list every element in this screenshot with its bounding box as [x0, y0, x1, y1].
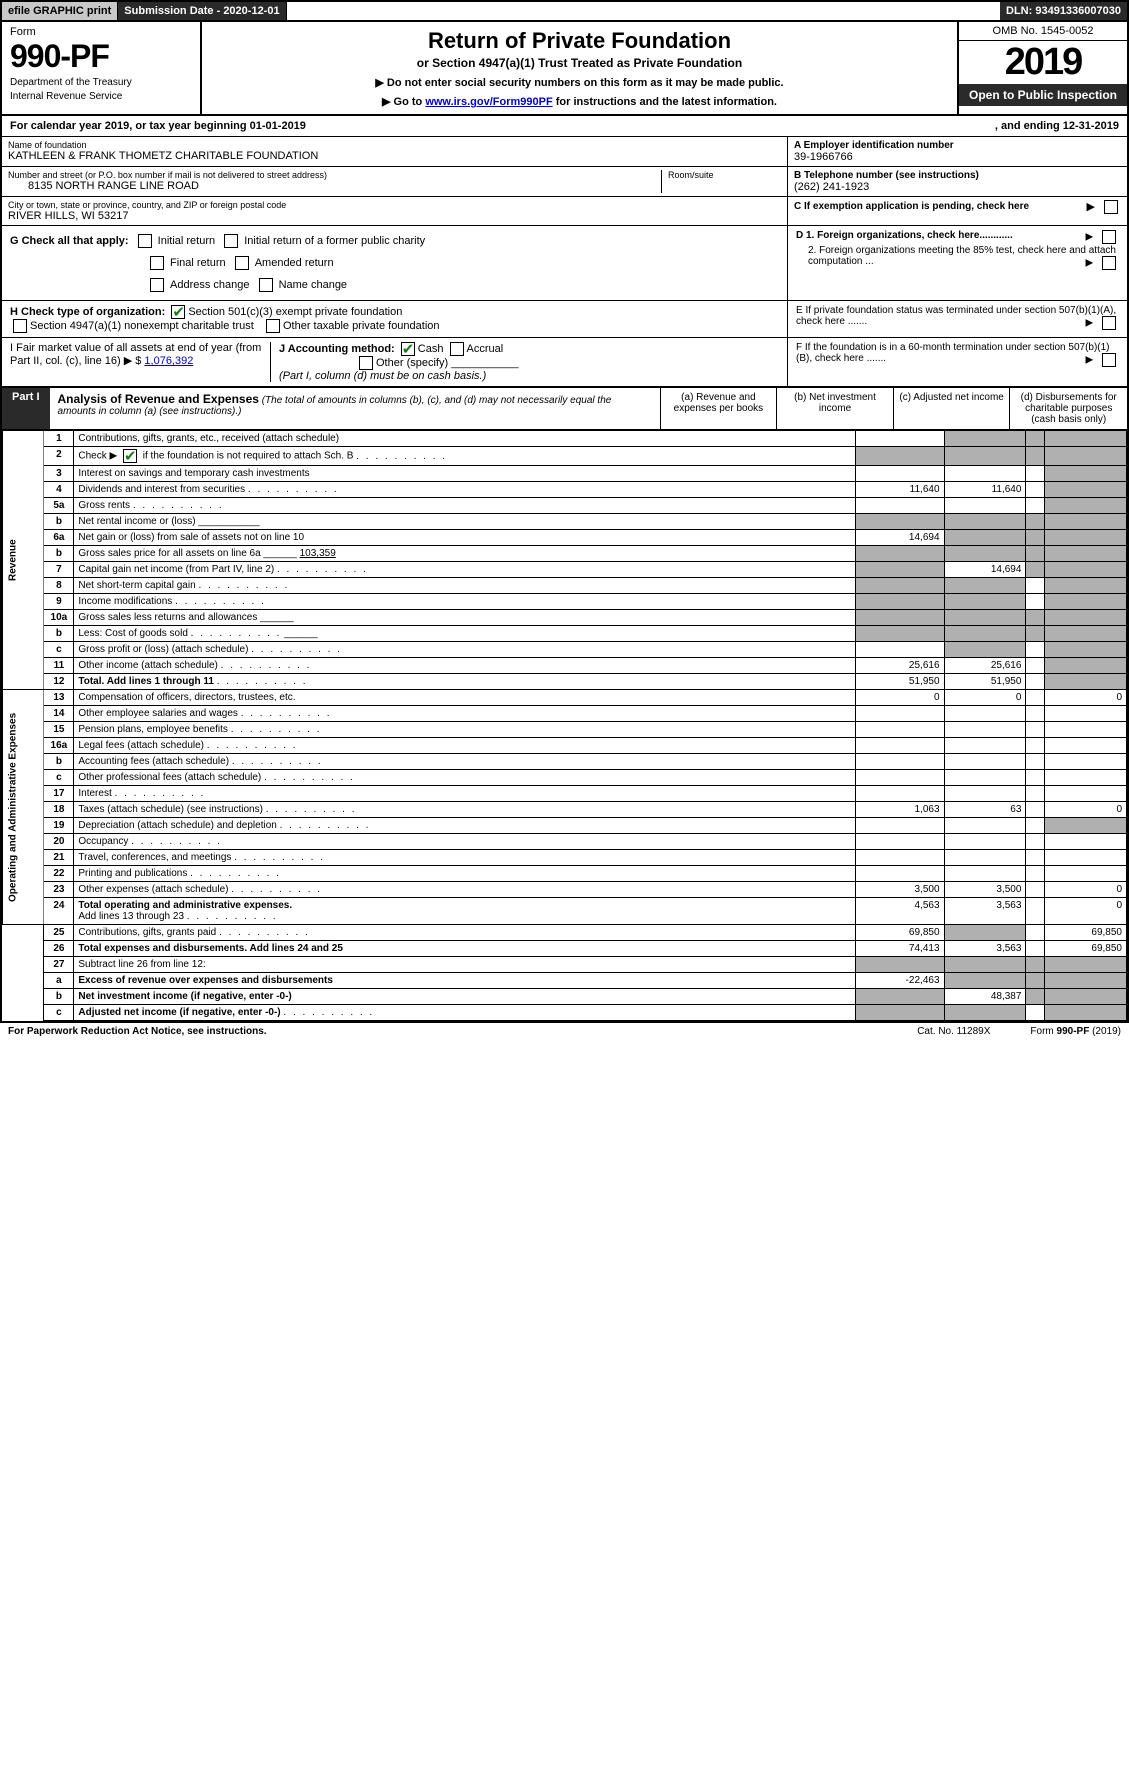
instruction-1: ▶ Do not enter social security numbers o…: [212, 76, 947, 89]
fmv-value[interactable]: 1,076,392: [144, 355, 193, 367]
calendar-year-row: For calendar year 2019, or tax year begi…: [2, 116, 1127, 137]
schb-checkbox[interactable]: [123, 449, 137, 463]
instruction-2: ▶ Go to www.irs.gov/Form990PF for instru…: [212, 95, 947, 108]
part1-title: Analysis of Revenue and Expenses: [58, 392, 259, 406]
dept-treasury: Department of the Treasury: [10, 77, 192, 89]
name-label: Name of foundation: [8, 140, 781, 150]
d1-label: D 1. Foreign organizations, check here..…: [796, 230, 1013, 241]
accrual-checkbox[interactable]: [450, 342, 464, 356]
cash-basis-note: (Part I, column (d) must be on cash basi…: [279, 370, 486, 382]
paperwork-notice: For Paperwork Reduction Act Notice, see …: [8, 1026, 267, 1037]
part1-table: Revenue 1Contributions, gifts, grants, e…: [2, 430, 1127, 1021]
cash-checkbox[interactable]: [401, 342, 415, 356]
city-value: RIVER HILLS, WI 53217: [8, 210, 781, 222]
expenses-label: Operating and Administrative Expenses: [3, 690, 44, 925]
address-change-checkbox[interactable]: [150, 278, 164, 292]
ein-value: 39-1966766: [794, 151, 1121, 163]
irs-label: Internal Revenue Service: [10, 91, 192, 103]
form-label: Form: [10, 26, 192, 38]
section-e-checkbox[interactable]: [1102, 316, 1116, 330]
page-footer: For Paperwork Reduction Act Notice, see …: [0, 1023, 1129, 1040]
col-a-header: (a) Revenue and expenses per books: [660, 388, 777, 429]
top-bar: efile GRAPHIC print Submission Date - 20…: [2, 2, 1127, 22]
revenue-label: Revenue: [3, 431, 44, 690]
amended-return-checkbox[interactable]: [235, 256, 249, 270]
phone-value: (262) 241-1923: [794, 181, 1121, 193]
addr-label: Number and street (or P.O. box number if…: [8, 170, 661, 180]
name-ein-row: Name of foundation KATHLEEN & FRANK THOM…: [2, 137, 1127, 167]
section-f-label: F If the foundation is in a 60-month ter…: [796, 342, 1110, 364]
final-return-checkbox[interactable]: [150, 256, 164, 270]
foundation-name: KATHLEEN & FRANK THOMETZ CHARITABLE FOUN…: [8, 150, 781, 162]
omb-number: OMB No. 1545-0052: [959, 22, 1127, 41]
section-g-d-row: G Check all that apply: Initial return I…: [2, 226, 1127, 301]
efile-badge: efile GRAPHIC print: [2, 2, 118, 20]
initial-former-checkbox[interactable]: [224, 234, 238, 248]
name-change-checkbox[interactable]: [259, 278, 273, 292]
part1-header: Part I Analysis of Revenue and Expenses …: [2, 386, 1127, 430]
city-label: City or town, state or province, country…: [8, 200, 781, 210]
section-h-label: H Check type of organization:: [10, 306, 165, 318]
form-header: Form 990-PF Department of the Treasury I…: [2, 22, 1127, 116]
col-b-header: (b) Net investment income: [776, 388, 893, 429]
initial-return-checkbox[interactable]: [138, 234, 152, 248]
form-ref: Form 990-PF (2019): [1030, 1026, 1121, 1037]
part1-label: Part I: [2, 388, 50, 429]
room-label: Room/suite: [668, 170, 781, 180]
col-d-header: (d) Disbursements for charitable purpose…: [1009, 388, 1127, 429]
form-title: Return of Private Foundation: [212, 28, 947, 54]
section-g-label: G Check all that apply:: [10, 235, 129, 247]
other-method-checkbox[interactable]: [359, 356, 373, 370]
dln: DLN: 93491336007030: [1000, 2, 1127, 20]
section-h-e-row: H Check type of organization: Section 50…: [2, 301, 1127, 338]
section-j-label: J Accounting method:: [279, 343, 395, 355]
form-subtitle: or Section 4947(a)(1) Trust Treated as P…: [212, 56, 947, 70]
d1-checkbox[interactable]: [1102, 230, 1116, 244]
tax-year: 2019: [959, 41, 1127, 84]
d2-label: 2. Foreign organizations meeting the 85%…: [808, 245, 1116, 267]
section-c-checkbox[interactable]: [1104, 200, 1118, 214]
501c3-checkbox[interactable]: [171, 305, 185, 319]
open-inspection: Open to Public Inspection: [959, 84, 1127, 106]
other-taxable-checkbox[interactable]: [266, 319, 280, 333]
phone-label: B Telephone number (see instructions): [794, 170, 1121, 181]
section-e-label: E If private foundation status was termi…: [796, 305, 1116, 327]
section-i-label: I Fair market value of all assets at end…: [10, 342, 261, 367]
d2-checkbox[interactable]: [1102, 256, 1116, 270]
irs-link[interactable]: www.irs.gov/Form990PF: [425, 96, 552, 108]
form-container: efile GRAPHIC print Submission Date - 20…: [0, 0, 1129, 1023]
street-address: 8135 NORTH RANGE LINE ROAD: [8, 180, 661, 192]
city-c-row: City or town, state or province, country…: [2, 197, 1127, 226]
section-i-j-f-row: I Fair market value of all assets at end…: [2, 338, 1127, 386]
section-c-label: C If exemption application is pending, c…: [794, 201, 1029, 212]
4947a1-checkbox[interactable]: [13, 319, 27, 333]
form-number: 990-PF: [10, 38, 192, 75]
col-c-header: (c) Adjusted net income: [893, 388, 1010, 429]
address-phone-row: Number and street (or P.O. box number if…: [2, 167, 1127, 197]
ein-label: A Employer identification number: [794, 140, 1121, 151]
submission-date: Submission Date - 2020-12-01: [118, 2, 286, 20]
section-f-checkbox[interactable]: [1102, 353, 1116, 367]
catalog-number: Cat. No. 11289X: [917, 1026, 990, 1037]
